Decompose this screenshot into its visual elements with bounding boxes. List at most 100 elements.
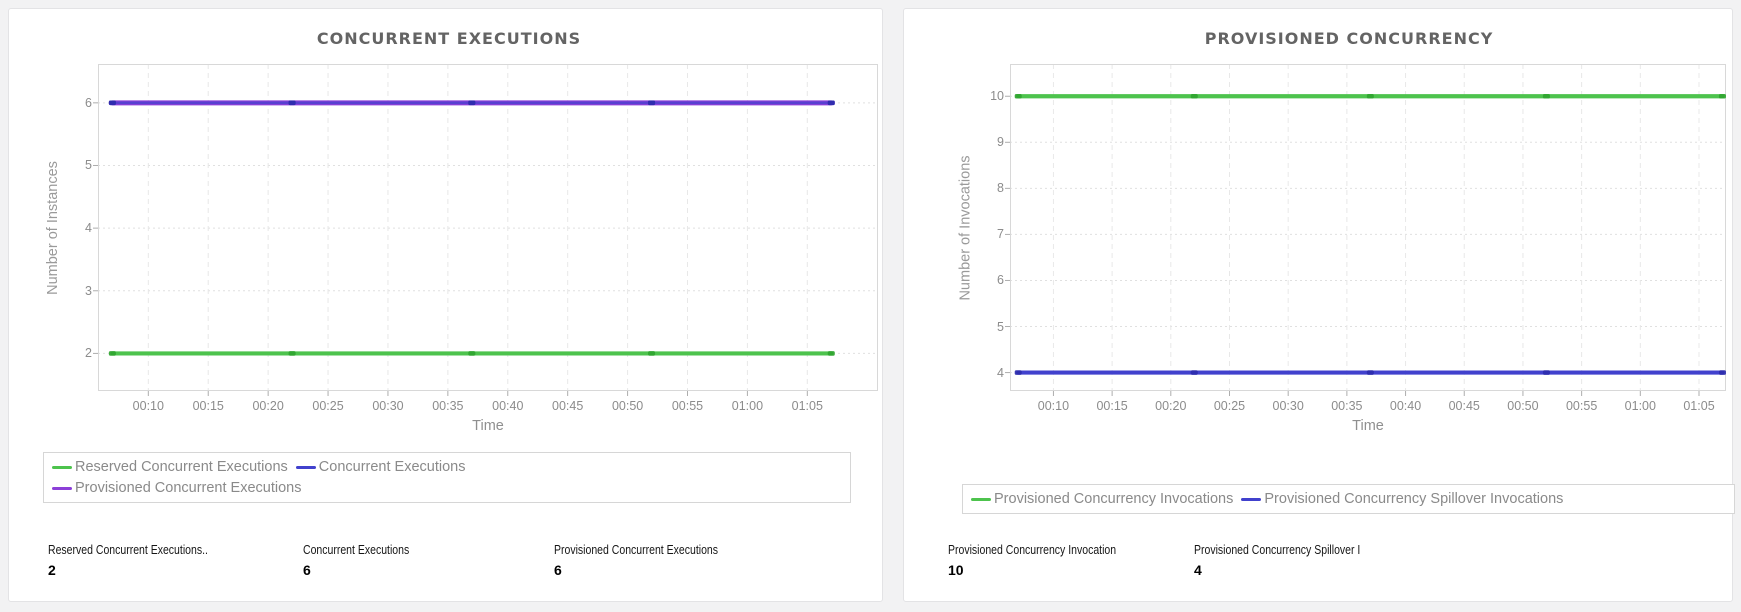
x-tick-label: 00:20 [252, 399, 284, 413]
legend-label: Reserved Concurrent Executions [75, 459, 288, 475]
legend-swatch-icon [52, 465, 72, 469]
legend-row: Reserved Concurrent Executions Concurrent… [52, 459, 842, 475]
legend-item[interactable]: Concurrent Executions [295, 459, 466, 475]
data-point-marker [1366, 370, 1374, 375]
legend-row: Provisioned Concurrent Executions [52, 480, 842, 496]
plot-area[interactable] [1005, 64, 1726, 396]
y-tick-label: 9 [997, 135, 1004, 150]
x-tick-label: 00:20 [1155, 399, 1187, 413]
x-tick-label: 00:15 [1096, 399, 1128, 413]
legend-label: Provisioned Concurrency Spillover Invoca… [1264, 491, 1564, 507]
x-tick-label: 00:50 [1507, 399, 1539, 413]
data-point-marker [1718, 370, 1726, 375]
y-tick-label: 8 [997, 181, 1004, 196]
stat-value: 10 [948, 562, 964, 578]
x-tick-label: 00:25 [1213, 399, 1246, 413]
data-point-marker [108, 100, 116, 106]
stat-value: 4 [1194, 562, 1202, 578]
chart-panel-provisioned-concurrency: PROVISIONED CONCURRENCY Number of Invoca… [903, 8, 1735, 602]
plot-area[interactable] [93, 64, 878, 396]
chart-panel-concurrent-executions: CONCURRENT EXECUTIONS Number of Instance… [8, 8, 883, 602]
data-point-marker [827, 100, 835, 106]
data-point-marker [468, 100, 476, 106]
x-tick-label: 00:30 [372, 399, 404, 413]
y-tick-label: 6 [997, 273, 1004, 288]
x-tick-label: 00:10 [1037, 399, 1070, 413]
x-tick-label: 00:10 [132, 399, 164, 413]
plot-border [1010, 64, 1726, 391]
x-tick-label: 00:50 [611, 399, 644, 413]
chart-title: CONCURRENT EXECUTIONS [316, 29, 582, 48]
legend-item[interactable]: Reserved Concurrent Executions [52, 459, 288, 475]
x-tick-label: 01:00 [731, 399, 764, 413]
stat-block: Provisioned Concurrency Invocation 10 [948, 543, 1148, 578]
legend-row: Provisioned Concurrency Invocations Provi… [971, 491, 1726, 507]
x-tick-label: 00:40 [492, 399, 524, 413]
data-point-marker [1542, 370, 1550, 375]
data-point-marker [1718, 93, 1726, 99]
y-tick-label: 4 [85, 221, 92, 236]
legend-swatch-icon [971, 497, 991, 501]
stat-label: Provisioned Concurrency Invocation [948, 543, 1117, 557]
legend-item[interactable]: Provisioned Concurrent Executions [52, 480, 301, 496]
stat-value: 6 [303, 562, 311, 578]
y-tick-label: 3 [85, 283, 92, 298]
x-tick-label: 00:40 [1389, 399, 1422, 413]
data-point-marker [1014, 370, 1022, 375]
legend-swatch-icon [52, 486, 72, 490]
legend-label: Provisioned Concurrent Executions [75, 480, 302, 496]
x-axis-label: Time [472, 418, 504, 434]
legend-item[interactable]: Provisioned Concurrency Spillover Invoca… [1241, 491, 1563, 507]
y-tick-label: 6 [85, 95, 92, 110]
y-tick-label: 10 [990, 89, 1004, 104]
stat-block: Concurrent Executions 6 [303, 543, 429, 578]
x-tick-label: 00:35 [432, 399, 464, 413]
plot-border [98, 64, 878, 391]
y-tick-label: 5 [85, 158, 92, 173]
chart-title: PROVISIONED CONCURRENCY [1204, 29, 1494, 48]
y-tick-label: 5 [997, 319, 1004, 334]
legend-swatch-icon [295, 465, 316, 469]
legend-label: Provisioned Concurrency Invocations [994, 491, 1234, 507]
x-tick-label: 00:55 [1565, 399, 1598, 413]
legend-item[interactable]: Provisioned Concurrency Invocations [971, 491, 1233, 507]
legend: Reserved Concurrent Executions Concurrent… [43, 452, 851, 503]
y-tick-label: 4 [997, 365, 1004, 380]
legend: Provisioned Concurrency Invocations Provi… [962, 484, 1735, 514]
x-tick-label: 00:45 [552, 399, 584, 413]
data-point-marker [1542, 93, 1550, 99]
x-tick-label: 01:05 [791, 399, 823, 413]
stat-block: Reserved Concurrent Executions.. 2 [48, 543, 238, 578]
stat-block: Provisioned Concurrent Executions 6 [554, 543, 749, 578]
legend-label: Concurrent Executions [318, 459, 466, 475]
stat-block: Provisioned Concurrency Spillover I 4 [1194, 543, 1392, 578]
x-tick-label: 00:25 [312, 399, 344, 413]
data-point-marker [288, 351, 296, 356]
stat-value: 2 [48, 562, 56, 578]
data-point-marker [1190, 370, 1198, 375]
x-tick-label: 00:35 [1331, 399, 1363, 413]
stat-label: Provisioned Concurrency Spillover I [1194, 543, 1361, 557]
data-point-marker [827, 351, 835, 356]
y-tick-label: 2 [85, 346, 92, 361]
stat-value: 6 [554, 562, 562, 578]
x-tick-label: 00:55 [671, 399, 704, 413]
x-tick-label: 01:05 [1683, 399, 1715, 413]
stat-label: Provisioned Concurrent Executions [554, 543, 719, 557]
stat-label: Concurrent Executions [303, 543, 410, 557]
x-tick-label: 00:15 [192, 399, 224, 413]
x-tick-label: 01:00 [1624, 399, 1656, 413]
data-point-marker [648, 100, 656, 106]
x-axis-label: Time [1352, 418, 1384, 434]
x-tick-label: 00:30 [1272, 399, 1304, 413]
data-point-marker [468, 351, 476, 356]
data-point-marker [1366, 93, 1374, 99]
data-point-marker [1190, 93, 1198, 99]
data-point-marker [1014, 93, 1022, 99]
data-point-marker [288, 100, 296, 106]
data-point-marker [108, 351, 116, 356]
data-point-marker [648, 351, 656, 356]
y-tick-label: 7 [997, 227, 1004, 242]
stat-label: Reserved Concurrent Executions.. [48, 543, 208, 557]
